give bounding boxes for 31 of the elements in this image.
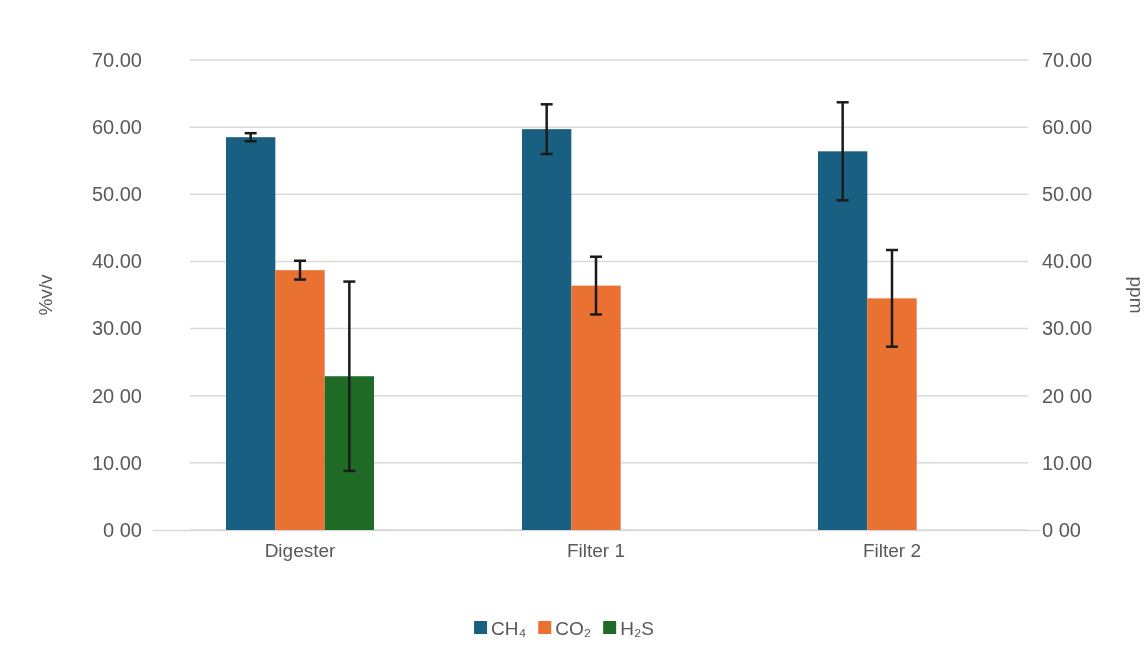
y2-tick-label: 30.00 bbox=[1042, 317, 1093, 340]
bar bbox=[275, 270, 325, 530]
y2-tick-label: 10.00 bbox=[1042, 451, 1093, 474]
y2-tick-label: 40.00 bbox=[1042, 250, 1093, 273]
y-tick-label: 70.00 bbox=[91, 48, 142, 71]
bar bbox=[522, 129, 572, 530]
y-tick-label: 10.00 bbox=[91, 451, 142, 474]
bar bbox=[226, 137, 276, 530]
y2-tick-label: 70.00 bbox=[1042, 48, 1093, 71]
y-tick-label: 50.00 bbox=[91, 183, 142, 206]
bar bbox=[571, 285, 621, 530]
y-tick-label: 40.00 bbox=[91, 250, 142, 273]
y-axis-title: %v/v bbox=[35, 273, 56, 316]
y-tick-label: 30.00 bbox=[91, 317, 142, 340]
x-tick-label: Filter 1 bbox=[566, 540, 626, 562]
bar bbox=[324, 376, 374, 530]
legend-label: H₂S bbox=[620, 618, 654, 639]
x-tick-label: Filter 2 bbox=[862, 540, 922, 562]
y2-tick-label: 60.00 bbox=[1042, 116, 1093, 139]
y2-axis-title: ppm bbox=[1126, 276, 1147, 314]
bar bbox=[818, 151, 868, 530]
y2-tick-label: 20 00 bbox=[1042, 384, 1093, 407]
legend-label: CH₄ bbox=[491, 618, 527, 639]
x-tick-label: Digester bbox=[264, 540, 337, 562]
y2-tick-label: 50.00 bbox=[1042, 183, 1093, 206]
y-tick-label: 20 00 bbox=[91, 384, 142, 407]
y-tick-label: 0 00 bbox=[103, 518, 142, 541]
legend-label: CO₂ bbox=[555, 618, 592, 639]
y2-tick-label: 0 00 bbox=[1042, 518, 1081, 541]
y-tick-label: 60.00 bbox=[91, 116, 142, 139]
bar bbox=[867, 298, 917, 530]
